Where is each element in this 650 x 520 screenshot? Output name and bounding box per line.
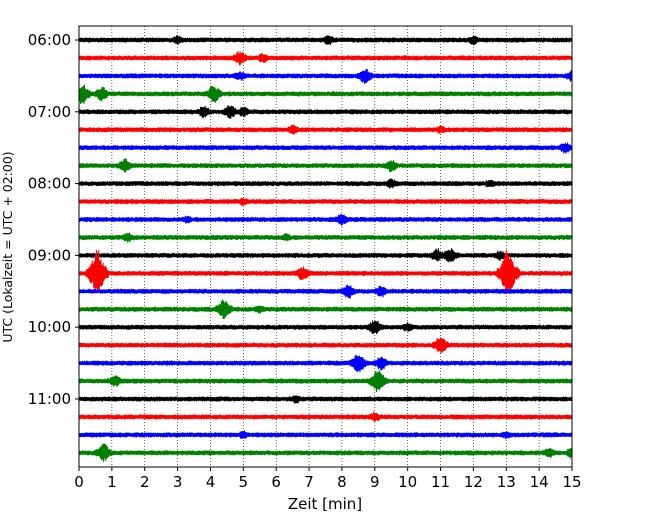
y-tick-label-10:00: 10:00	[28, 318, 71, 336]
y-tick-label-09:00: 09:00	[28, 246, 71, 264]
x-tick-label-11: 11	[431, 473, 450, 491]
x-tick-label-10: 10	[398, 473, 417, 491]
x-tick-label-1: 1	[107, 473, 117, 491]
y-axis-label: UTC (Lokalzeit = UTC + 02:00)	[0, 151, 15, 342]
x-tick-label-6: 6	[271, 473, 281, 491]
y-tick-label-07:00: 07:00	[28, 103, 71, 121]
y-tick-label-11:00: 11:00	[28, 390, 71, 408]
x-tick-label-0: 0	[74, 473, 84, 491]
x-tick-label-2: 2	[140, 473, 150, 491]
x-tick-label-12: 12	[464, 473, 483, 491]
y-tick-label-08:00: 08:00	[28, 175, 71, 193]
x-axis-ticks: 0 1 2 3 4 5 6 7 8 9 10 11 12 13 14 15	[74, 467, 581, 491]
x-tick-label-7: 7	[304, 473, 314, 491]
x-tick-label-14: 14	[530, 473, 549, 491]
x-tick-label-13: 13	[497, 473, 516, 491]
x-axis-label: Zeit [min]	[288, 495, 362, 513]
x-tick-label-8: 8	[337, 473, 347, 491]
x-tick-label-9: 9	[370, 473, 380, 491]
x-tick-label-5: 5	[239, 473, 249, 491]
x-tick-label-3: 3	[173, 473, 183, 491]
y-axis-ticks: 06:00 07:00 08:00 09:00 10:00 11:00	[28, 31, 79, 408]
x-tick-label-4: 4	[206, 473, 216, 491]
y-tick-label-06:00: 06:00	[28, 31, 71, 49]
x-tick-label-15: 15	[562, 473, 581, 491]
